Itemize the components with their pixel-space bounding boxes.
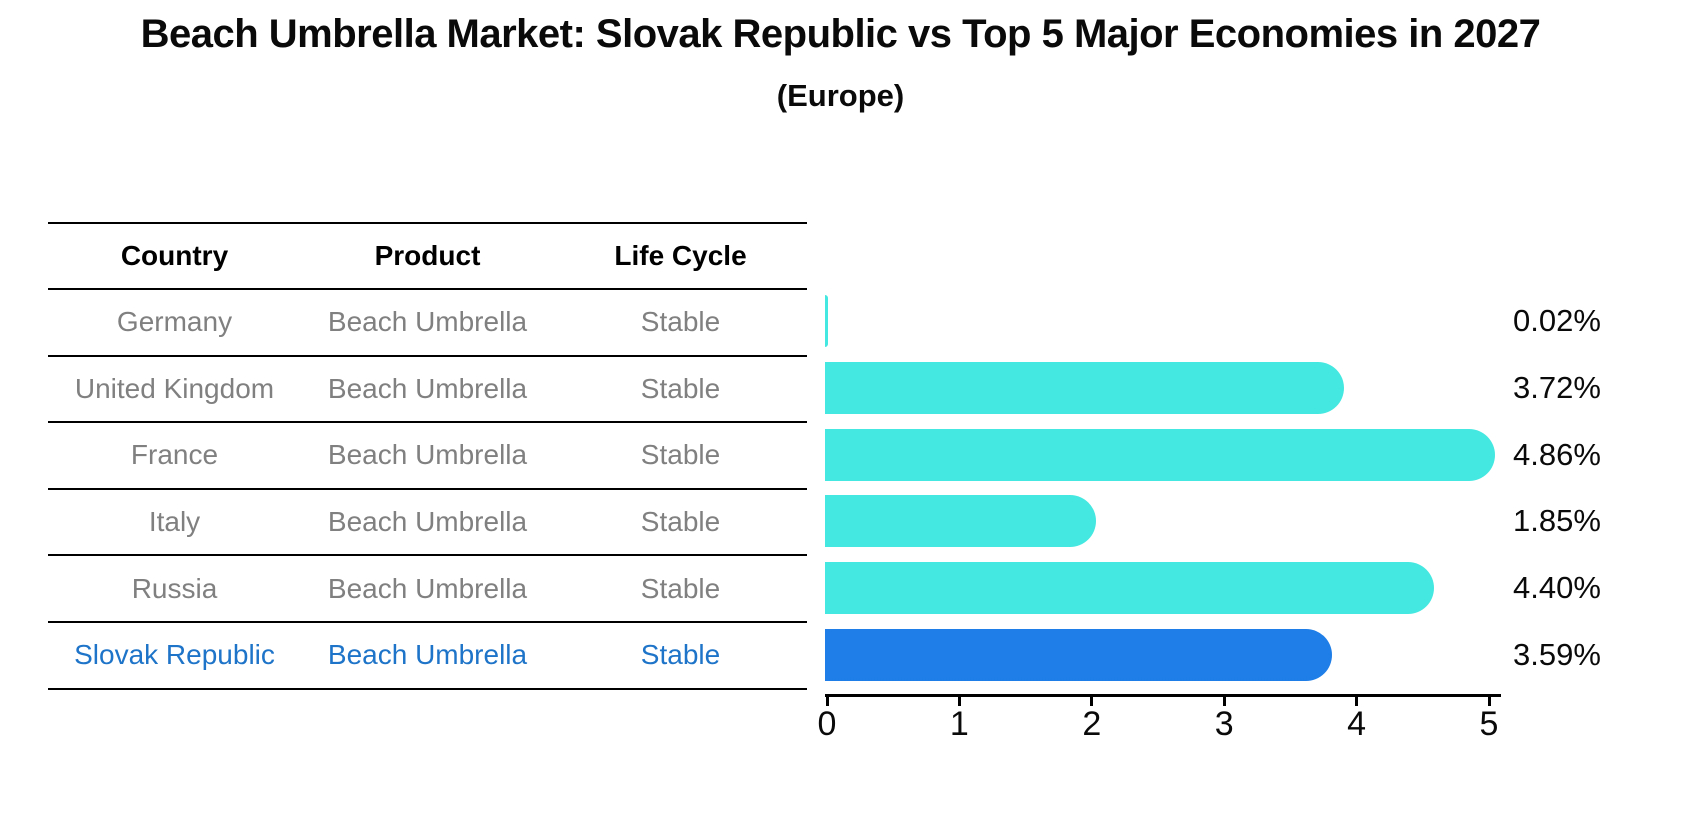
x-tick-4 — [1355, 697, 1359, 706]
country-cell: United Kingdom — [74, 372, 275, 404]
x-tick-label-4: 4 — [1347, 705, 1367, 743]
table-body: Germany Beach Umbrella Stable United Kingdo… — [48, 290, 807, 690]
table-row-france: France Beach Umbrella Stable — [48, 423, 807, 490]
product-cell: Beach Umbrella — [327, 572, 528, 604]
chart-subtitle: (Europe) — [776, 78, 905, 113]
table-row-germany: Germany Beach Umbrella Stable — [48, 290, 807, 357]
column-header-product: Product — [374, 240, 481, 271]
x-tick-label-1: 1 — [949, 705, 969, 743]
x-tick-1 — [957, 697, 961, 706]
product-cell: Beach Umbrella — [327, 439, 528, 471]
table-row-united-kingdom: United Kingdom Beach Umbrella Stable — [48, 357, 807, 424]
bar-slovak-republic — [825, 628, 1333, 681]
column-header-life-cycle: Life Cycle — [614, 240, 747, 271]
x-tick-label-3: 3 — [1214, 705, 1234, 743]
table-row-russia: Russia Beach Umbrella Stable — [48, 556, 807, 623]
product-cell: Beach Umbrella — [327, 372, 528, 404]
x-tick-2 — [1090, 697, 1094, 706]
value-label-germany: 0.02% — [1513, 303, 1601, 339]
life-cycle-cell: Stable — [640, 306, 721, 338]
country-cell: Germany — [116, 306, 233, 338]
life-cycle-cell: Stable — [640, 372, 721, 404]
bar-france — [825, 428, 1495, 481]
country-cell: Italy — [148, 506, 201, 538]
life-cycle-cell: Stable — [640, 572, 721, 604]
table-row-italy: Italy Beach Umbrella Stable — [48, 490, 807, 557]
value-label-italy: 1.85% — [1513, 503, 1601, 539]
country-table: Country Product Life Cycle Germany Beach … — [48, 222, 807, 690]
value-label-france: 4.86% — [1513, 436, 1601, 472]
table-row-slovak-republic: Slovak Republic Beach Umbrella Stable — [48, 623, 807, 690]
value-label-united-kingdom: 3.72% — [1513, 370, 1601, 406]
country-cell: France — [130, 439, 219, 471]
life-cycle-cell: Stable — [640, 639, 721, 671]
x-tick-label-5: 5 — [1479, 705, 1499, 743]
x-tick-0 — [825, 697, 829, 706]
value-label-slovak-republic: 3.59% — [1513, 636, 1601, 672]
bar-united-kingdom — [825, 362, 1344, 414]
x-tick-label-0: 0 — [817, 705, 837, 743]
x-tick-label-2: 2 — [1082, 705, 1102, 743]
chart-title: Beach Umbrella Market: Slovak Republic v… — [140, 12, 1541, 56]
bar-russia — [825, 562, 1434, 614]
bar-italy — [825, 495, 1096, 548]
value-label-russia: 4.40% — [1513, 570, 1601, 606]
life-cycle-cell: Stable — [640, 439, 721, 471]
life-cycle-cell: Stable — [640, 506, 721, 538]
bar-germany — [825, 295, 828, 348]
country-cell: Russia — [131, 572, 218, 604]
x-tick-3 — [1222, 697, 1226, 706]
product-cell: Beach Umbrella — [327, 506, 528, 538]
table-header-row: Country Product Life Cycle — [48, 224, 807, 290]
x-tick-5 — [1487, 697, 1491, 706]
column-header-country: Country — [120, 240, 229, 271]
product-cell: Beach Umbrella — [327, 639, 528, 671]
country-cell: Slovak Republic — [74, 639, 275, 671]
product-cell: Beach Umbrella — [327, 306, 528, 338]
x-axis-line — [825, 694, 1501, 697]
